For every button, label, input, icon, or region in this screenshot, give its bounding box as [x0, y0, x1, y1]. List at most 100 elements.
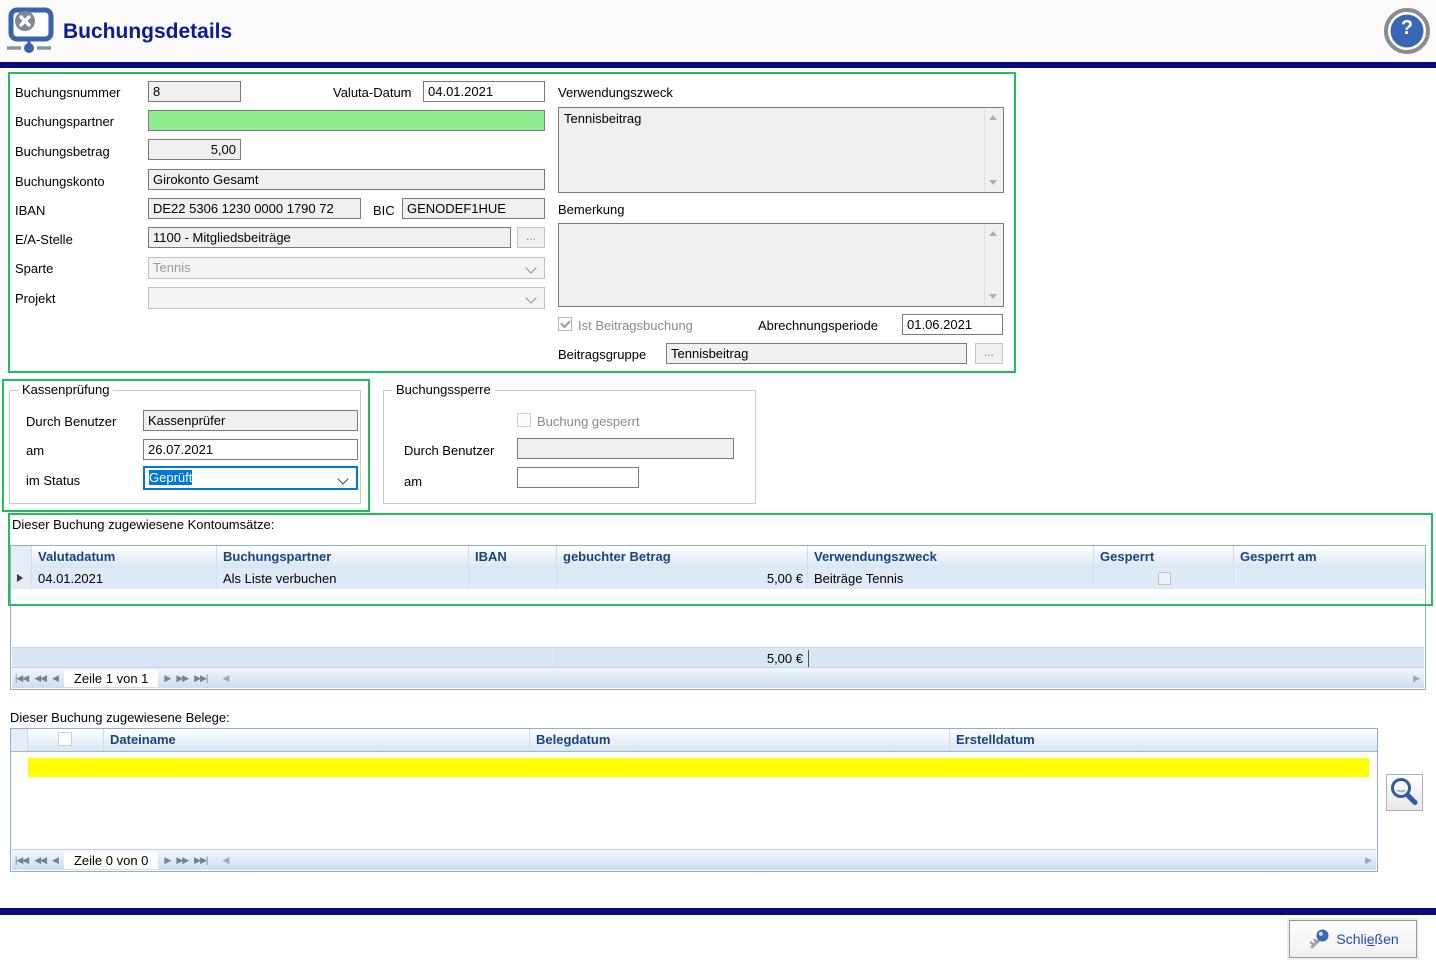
iban-field[interactable]	[148, 198, 361, 219]
bic-field[interactable]	[402, 198, 545, 219]
bemerkung-textarea[interactable]	[558, 223, 1004, 307]
select-all-checkbox	[58, 732, 72, 746]
ea-stelle-field[interactable]	[148, 227, 511, 248]
close-button-label: Schließen	[1336, 931, 1399, 947]
prev-page-button[interactable]: ◀◀	[34, 854, 47, 865]
ist-beitragsbuchung-checkbox	[558, 317, 572, 331]
col-gesperrt[interactable]: Gesperrt	[1093, 546, 1233, 568]
hscroll-left-icon[interactable]: ◀	[222, 854, 230, 865]
sum-divider	[808, 650, 809, 668]
sum-betrag: 5,00 €	[557, 648, 807, 669]
col-erstelldatum[interactable]: Erstelldatum	[949, 729, 1377, 751]
cell-gesperrt-am	[1233, 568, 1425, 589]
buchungsnummer-field[interactable]	[148, 81, 241, 102]
col-valutadatum[interactable]: Valutadatum	[31, 546, 216, 568]
scroll-down-icon	[989, 180, 997, 185]
col-buchungspartner[interactable]: Buchungspartner	[216, 546, 468, 568]
close-button[interactable]: Schließen	[1287, 918, 1419, 960]
col-dateiname[interactable]: Dateiname	[103, 729, 529, 751]
prev-page-button[interactable]: ◀◀	[34, 672, 47, 683]
scroll-down-icon	[989, 294, 997, 299]
cell-valutadatum: 04.01.2021	[31, 568, 216, 589]
search-beleg-button[interactable]	[1386, 774, 1423, 811]
buchungsnummer-label: Buchungsnummer	[15, 85, 121, 100]
buchungspartner-field[interactable]	[148, 110, 545, 131]
buchungssperre-group: Buchungssperre	[383, 382, 756, 504]
buchungspartner-label: Buchungspartner	[15, 114, 115, 129]
page-title: Buchungsdetails	[63, 20, 233, 43]
sparte-value: Tennis	[153, 260, 191, 275]
kp-im-status-value: Geprüft	[149, 470, 193, 485]
projekt-label: Projekt	[15, 291, 56, 306]
key-icon	[1310, 929, 1329, 949]
help-button[interactable]: ?	[1383, 7, 1431, 55]
ea-stelle-browse-button[interactable]: ...	[517, 227, 545, 248]
valuta-datum-field[interactable]	[423, 81, 545, 102]
buchungsbetrag-field[interactable]	[148, 139, 241, 160]
first-row-button[interactable]: |◀◀	[15, 854, 29, 865]
cell-betrag: 5,00 €	[556, 568, 807, 589]
belege-title: Dieser Buchung zugewiesene Belege:	[10, 710, 230, 725]
projekt-select	[148, 287, 545, 309]
kontoumsaetze-grid: Valutadatum Buchungspartner IBAN gebucht…	[10, 545, 1426, 690]
beitragsgruppe-field[interactable]	[666, 343, 967, 364]
belege-grid: Dateiname Belegdatum Erstelldatum |◀◀ ◀◀…	[10, 728, 1378, 872]
header-bar	[0, 0, 1436, 62]
table-row[interactable]: 04.01.2021 Als Liste verbuchen 5,00 € Be…	[11, 568, 1425, 589]
buchungskonto-field[interactable]	[148, 169, 545, 190]
buchungssperre-legend: Buchungssperre	[392, 382, 495, 397]
beitragsgruppe-browse-button[interactable]: ...	[975, 343, 1003, 364]
verwendungszweck-textarea[interactable]: Tennisbeitrag	[558, 107, 1004, 193]
kp-am-label: am	[26, 443, 45, 458]
prev-row-button[interactable]: ◀	[52, 854, 59, 865]
hscroll-left-icon[interactable]: ◀	[222, 672, 230, 683]
col-verwendungszweck[interactable]: Verwendungszweck	[807, 546, 1093, 568]
abrechnungsperiode-field[interactable]	[902, 314, 1003, 335]
cell-verwendungszweck: Beiträge Tennis	[807, 568, 1093, 589]
bs-durch-benutzer-label: Durch Benutzer	[404, 443, 495, 458]
kontoumsaetze-pager: |◀◀ ◀◀ ◀ Zeile 1 von 1 ▶ ▶▶ ▶▶| ◀ ▶	[12, 667, 1424, 688]
col-belegdatum[interactable]: Belegdatum	[529, 729, 949, 751]
ist-beitragsbuchung-label: Ist Beitragsbuchung	[578, 318, 693, 333]
next-page-button[interactable]: ▶▶	[176, 854, 189, 865]
hscroll-right-icon[interactable]: ▶	[1365, 854, 1372, 865]
next-row-button[interactable]: ▶	[164, 672, 171, 683]
last-row-button[interactable]: ▶▶|	[194, 672, 208, 683]
cell-gesperrt	[1093, 568, 1233, 589]
col-gebuchter-betrag[interactable]: gebuchter Betrag	[556, 546, 807, 568]
row-counter: Zeile 0 von 0	[63, 851, 159, 869]
kp-im-status-select[interactable]: Geprüft	[143, 466, 358, 490]
sparte-select: Tennis	[148, 257, 545, 279]
col-gesperrt-am[interactable]: Gesperrt am	[1233, 546, 1425, 568]
first-row-button[interactable]: |◀◀	[15, 672, 29, 683]
current-row-marker	[11, 568, 32, 589]
next-page-button[interactable]: ▶▶	[176, 672, 189, 683]
kassenpruefung-group: Kassenprüfung	[9, 382, 361, 504]
col-iban[interactable]: IBAN	[468, 546, 556, 568]
hscroll-right-icon[interactable]: ▶	[1413, 672, 1420, 683]
kontoumsaetze-title: Dieser Buchung zugewiesene Kontoumsätze:	[12, 517, 275, 532]
scroll-up-icon	[989, 115, 997, 120]
last-row-button[interactable]: ▶▶|	[194, 854, 208, 865]
scrollbar[interactable]	[984, 109, 1002, 191]
scrollbar[interactable]	[984, 225, 1002, 305]
help-icon	[1384, 8, 1430, 54]
prev-row-button[interactable]: ◀	[52, 672, 59, 683]
chevron-down-icon	[525, 292, 537, 304]
valuta-datum-label: Valuta-Datum	[333, 85, 412, 100]
beitragsgruppe-label: Beitragsgruppe	[558, 347, 647, 362]
cell-buchungspartner: Als Liste verbuchen	[216, 568, 468, 589]
buchungskonto-label: Buchungskonto	[15, 174, 105, 189]
verwendungszweck-label: Verwendungszweck	[558, 85, 673, 100]
belege-header-row: Dateiname Belegdatum Erstelldatum	[11, 729, 1377, 752]
verwendungszweck-text: Tennisbeitrag	[564, 111, 642, 126]
highlighted-empty-row[interactable]	[28, 758, 1369, 777]
next-row-button[interactable]: ▶	[164, 854, 171, 865]
bs-durch-benutzer-field[interactable]	[517, 438, 734, 459]
kp-am-field[interactable]	[143, 439, 358, 460]
kp-durch-benutzer-field[interactable]	[143, 410, 358, 431]
cell-iban	[468, 568, 556, 589]
question-mark-glyph: ?	[1400, 17, 1414, 39]
bs-am-field[interactable]	[517, 467, 639, 488]
